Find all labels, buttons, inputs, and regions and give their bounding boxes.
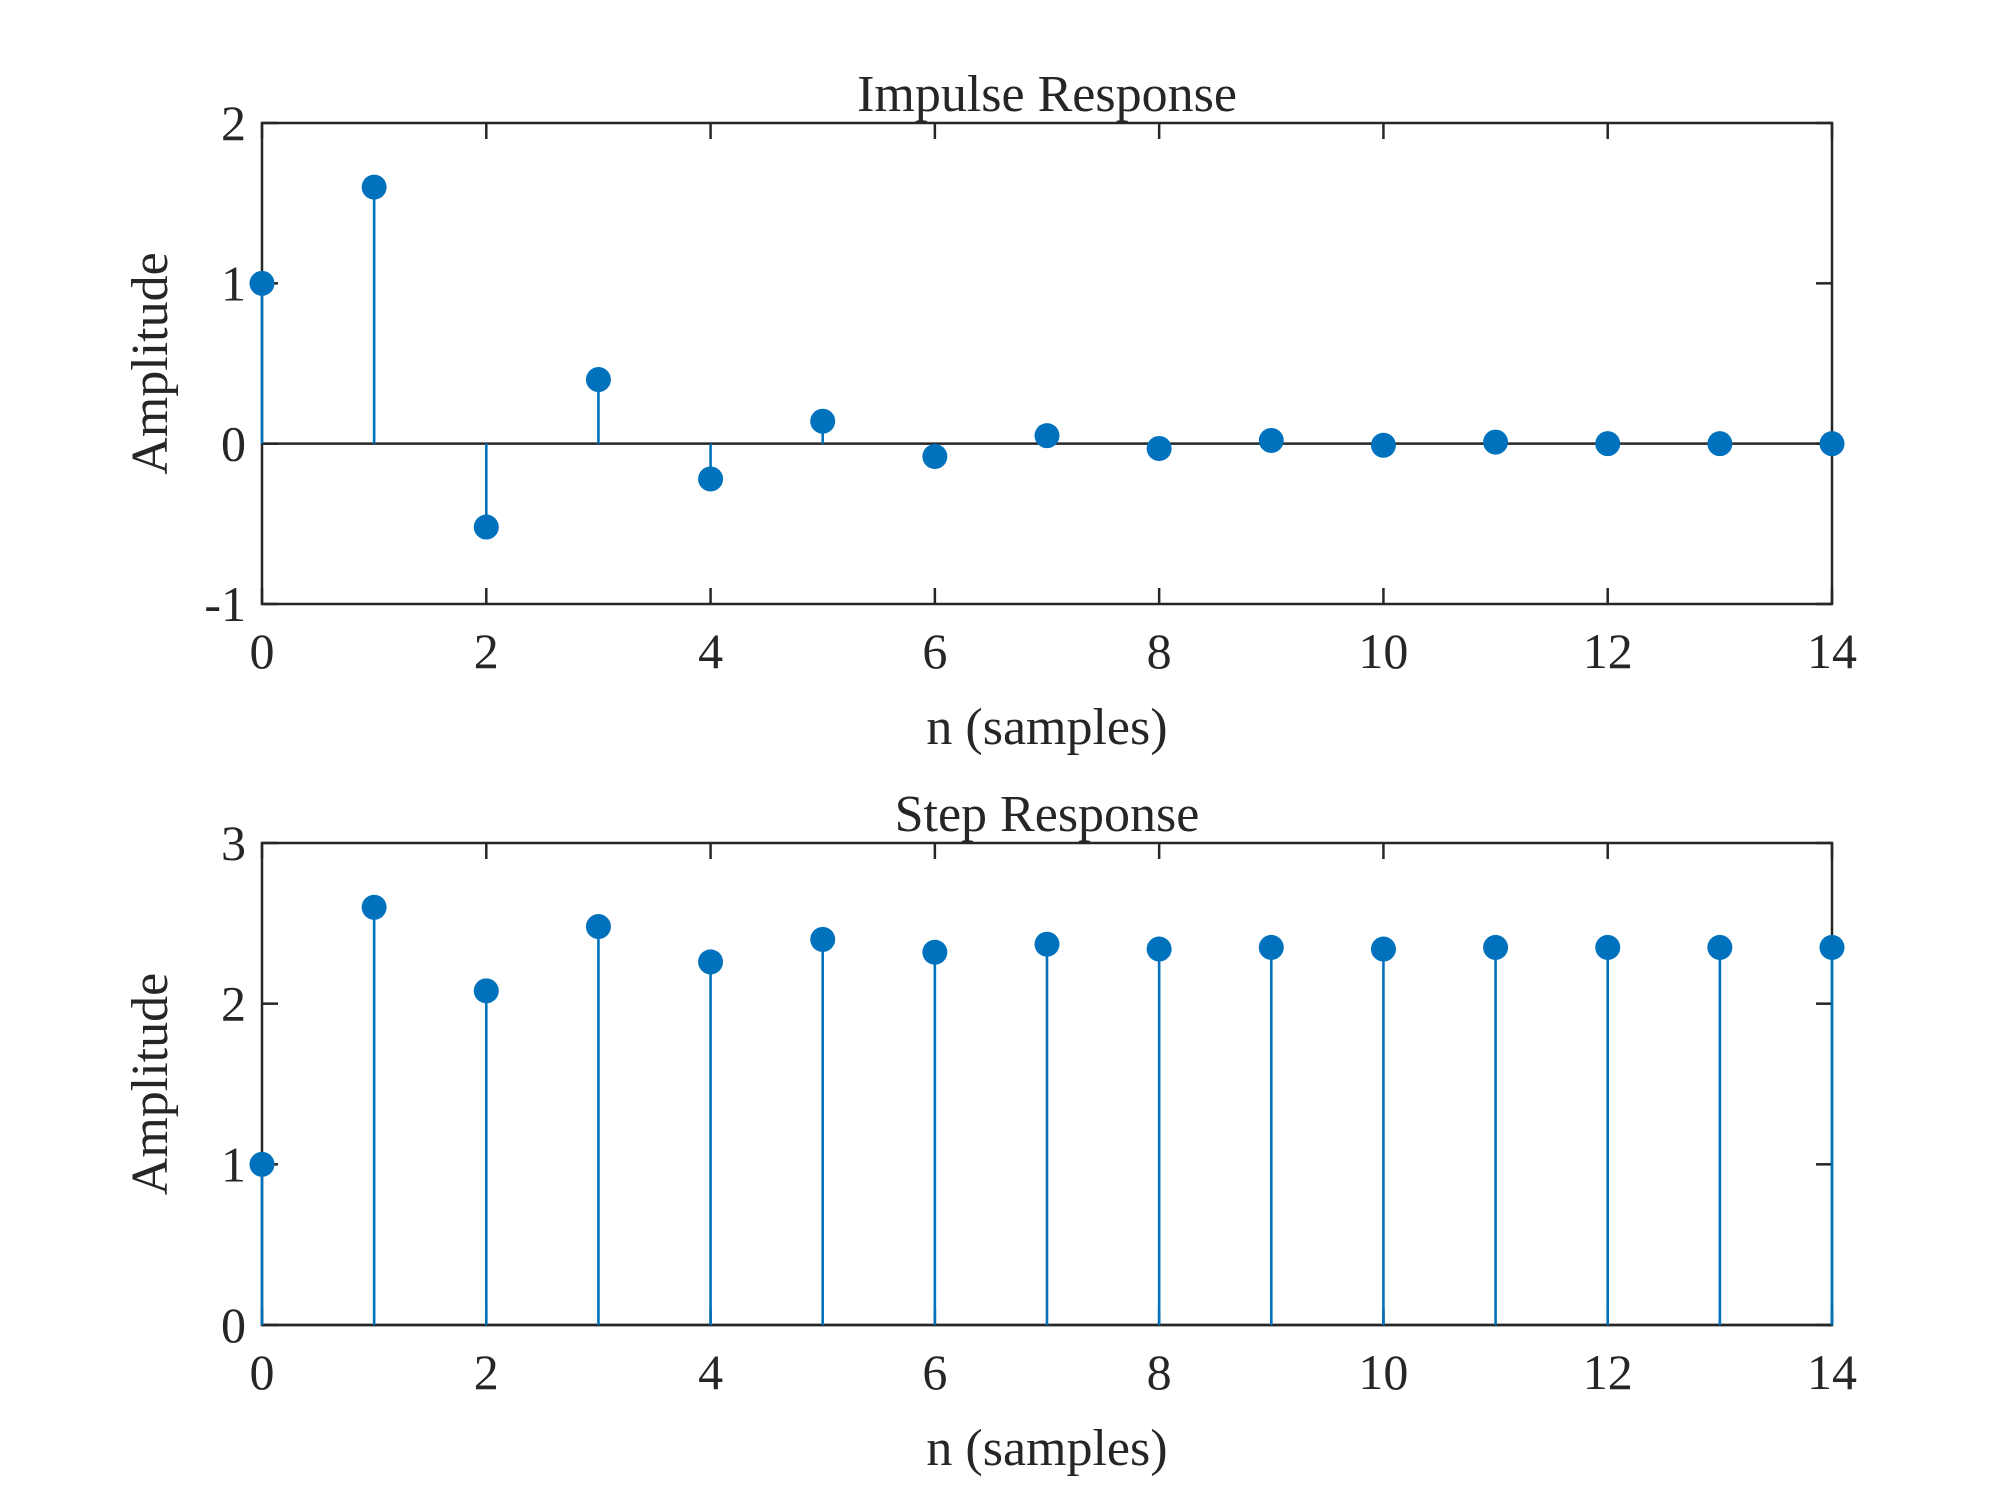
stem-marker bbox=[249, 1151, 275, 1177]
stem-marker bbox=[1595, 934, 1621, 960]
stem-marker bbox=[698, 949, 724, 975]
stem-marker bbox=[1034, 931, 1060, 957]
x-tick-label: 12 bbox=[1583, 623, 1633, 679]
y-tick-label: -1 bbox=[204, 576, 246, 632]
stem-marker bbox=[1707, 431, 1733, 457]
stem-marker bbox=[1034, 423, 1060, 449]
y-tick-label: 0 bbox=[221, 1297, 246, 1353]
stem-marker bbox=[810, 408, 836, 434]
stem-marker bbox=[249, 270, 275, 296]
x-tick-label: 14 bbox=[1807, 1344, 1857, 1400]
impulse-response-panel: Impulse Response n (samples) Amplitude 0… bbox=[122, 66, 1857, 756]
stem-marker bbox=[1707, 934, 1733, 960]
x-tick-label: 6 bbox=[922, 623, 947, 679]
x-axis-label: n (samples) bbox=[926, 699, 1167, 756]
chart-title: Impulse Response bbox=[857, 66, 1237, 123]
stem-marker bbox=[1483, 934, 1509, 960]
x-tick-label: 14 bbox=[1807, 623, 1857, 679]
stem-marker bbox=[585, 914, 611, 940]
stem-marker bbox=[1819, 431, 1845, 457]
x-tick-label: 8 bbox=[1147, 1344, 1172, 1400]
y-tick-label: 1 bbox=[221, 1136, 246, 1192]
stem-marker bbox=[698, 466, 724, 492]
step-response-panel: Step Response n (samples) Amplitude 0 2 4 6… bbox=[122, 786, 1857, 1477]
stem-marker bbox=[1370, 936, 1396, 962]
stem-marker bbox=[1146, 435, 1172, 461]
x-tick-label: 2 bbox=[474, 1344, 499, 1400]
y-axis-label: Amplitude bbox=[122, 973, 179, 1195]
stem-marker bbox=[1146, 936, 1172, 962]
stem-marker bbox=[473, 978, 499, 1004]
x-tick-label: 8 bbox=[1147, 623, 1172, 679]
stem-marker bbox=[1258, 427, 1284, 453]
x-tick-label: 12 bbox=[1583, 1344, 1633, 1400]
x-axis-label: n (samples) bbox=[926, 1420, 1167, 1477]
stem-marker bbox=[1595, 431, 1621, 457]
y-axis-label: Amplitude bbox=[122, 252, 179, 474]
x-tick-label: 0 bbox=[250, 623, 275, 679]
stem-marker bbox=[1819, 934, 1845, 960]
y-tick-label: 3 bbox=[221, 815, 246, 871]
stem-marker bbox=[1483, 429, 1509, 455]
x-tick-label: 10 bbox=[1358, 623, 1408, 679]
stem-marker bbox=[361, 174, 387, 200]
x-tick-label: 4 bbox=[698, 1344, 723, 1400]
y-tick-label: 1 bbox=[221, 255, 246, 311]
x-tick-label: 2 bbox=[474, 623, 499, 679]
stem-marker bbox=[922, 939, 948, 965]
stem-marker bbox=[473, 514, 499, 540]
chart-title: Step Response bbox=[895, 786, 1200, 843]
y-tick-label: 2 bbox=[221, 976, 246, 1032]
stem-marker bbox=[361, 894, 387, 920]
stem-marker bbox=[922, 443, 948, 469]
stem-marker bbox=[810, 926, 836, 952]
x-tick-label: 6 bbox=[922, 1344, 947, 1400]
y-tick-label: 2 bbox=[221, 95, 246, 151]
stem-marker bbox=[1258, 934, 1284, 960]
stem-marker bbox=[1370, 432, 1396, 458]
x-tick-label: 0 bbox=[250, 1344, 275, 1400]
x-tick-label: 4 bbox=[698, 623, 723, 679]
stem-marker bbox=[585, 367, 611, 393]
x-tick-label: 10 bbox=[1358, 1344, 1408, 1400]
y-tick-label: 0 bbox=[221, 416, 246, 472]
